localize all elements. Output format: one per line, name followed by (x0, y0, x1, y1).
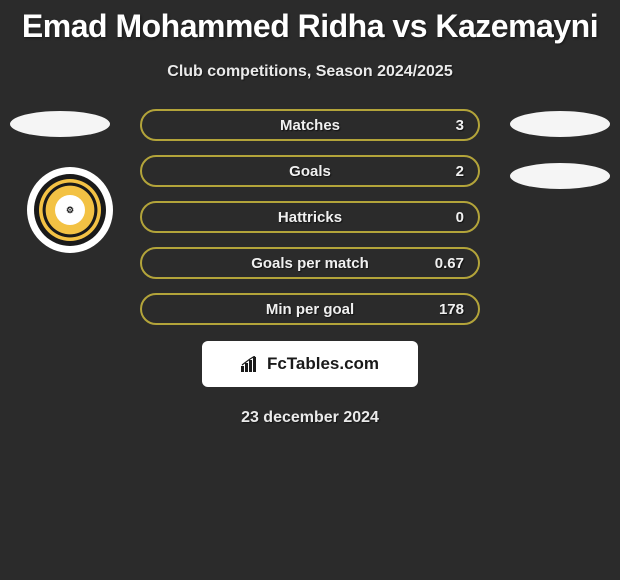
club-badge-core: ⚙ (55, 195, 85, 225)
club-badge: ⚙ (27, 167, 113, 253)
stat-row-goals: Goals 2 (140, 155, 480, 187)
player1-placeholder-ellipse (10, 111, 110, 137)
stats-rows: Matches 3 Goals 2 Hattricks 0 Goals per … (140, 109, 480, 325)
stat-value: 178 (439, 301, 464, 318)
stat-value: 2 (456, 163, 464, 180)
stat-row-matches: Matches 3 (140, 109, 480, 141)
stat-value: 0 (456, 209, 464, 226)
stat-label: Goals per match (251, 255, 369, 272)
stat-label: Min per goal (266, 301, 354, 318)
page-subtitle: Club competitions, Season 2024/2025 (0, 63, 620, 81)
stat-label: Hattricks (278, 209, 342, 226)
player2-placeholder-ellipse-2 (510, 163, 610, 189)
stat-value: 3 (456, 117, 464, 134)
stat-row-hattricks: Hattricks 0 (140, 201, 480, 233)
stat-label: Goals (289, 163, 331, 180)
stat-label: Matches (280, 117, 340, 134)
brand-box: FcTables.com (202, 341, 418, 387)
page-title: Emad Mohammed Ridha vs Kazemayni (0, 0, 620, 45)
bar-chart-icon (241, 356, 261, 372)
stat-value: 0.67 (435, 255, 464, 272)
date-text: 23 december 2024 (0, 409, 620, 427)
player2-placeholder-ellipse-1 (510, 111, 610, 137)
stat-row-goals-per-match: Goals per match 0.67 (140, 247, 480, 279)
stat-row-min-per-goal: Min per goal 178 (140, 293, 480, 325)
brand-text: FcTables.com (267, 354, 379, 374)
comparison-content: ⚙ Matches 3 Goals 2 Hattricks 0 Goals pe… (0, 109, 620, 427)
